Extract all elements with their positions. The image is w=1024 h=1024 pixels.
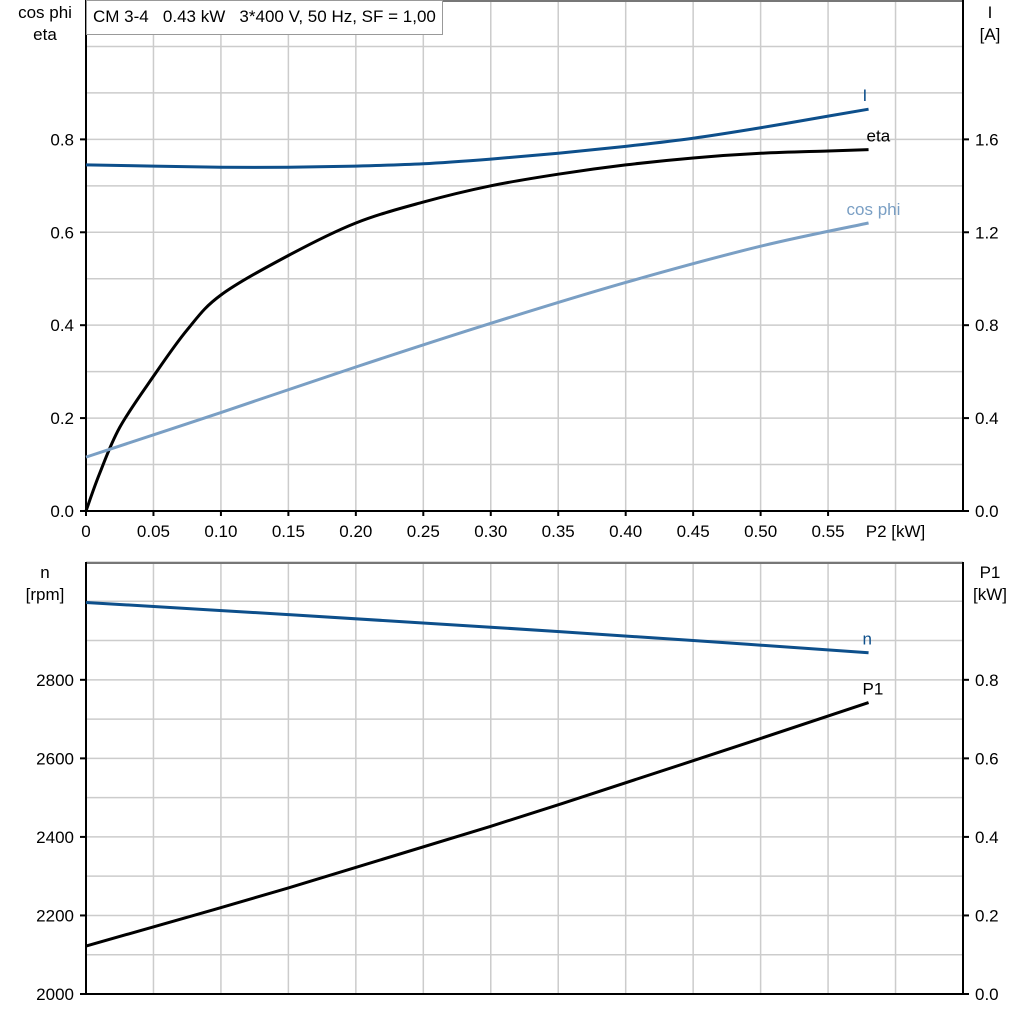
series-label-I: I [863, 86, 868, 105]
y-tick-label-left: 2600 [36, 749, 74, 768]
series-label-cos-phi: cos phi [847, 200, 901, 219]
y-tick-label-left: 2800 [36, 671, 74, 690]
y-tick-label-right: 0.4 [975, 828, 999, 847]
y-tick-label-right: 0.0 [975, 502, 999, 521]
y-tick-label-left: 0.0 [50, 502, 74, 521]
x-axis-label: P2 [kW] [866, 522, 926, 541]
x-tick-label: 0.30 [474, 522, 507, 541]
x-tick-label: 0.35 [542, 522, 575, 541]
series-line-eta [84, 148, 869, 512]
x-tick-label: 0.40 [609, 522, 642, 541]
series-line-I [85, 107, 869, 169]
chart-title: CM 3-4 0.43 kW 3*400 V, 50 Hz, SF = 1,00 [86, 0, 443, 35]
series-label-eta: eta [867, 127, 891, 146]
series-label-n: n [863, 630, 872, 649]
x-tick-label: 0.20 [339, 522, 372, 541]
y-tick-label-left: 2000 [36, 985, 74, 1004]
y-axis-label-right: I [988, 3, 993, 22]
y-tick-label-right: 0.8 [975, 316, 999, 335]
y-tick-label-right: 1.2 [975, 223, 999, 242]
x-tick-label: 0.45 [677, 522, 710, 541]
y-axis-label-left: n [40, 563, 49, 582]
y-tick-label-left: 0.6 [50, 223, 74, 242]
y-axis-label-right: [A] [980, 25, 1001, 44]
x-tick-label: 0.50 [744, 522, 777, 541]
y-tick-label-left: 0.2 [50, 409, 74, 428]
y-axis-label-left: [rpm] [26, 585, 65, 604]
series-label-P1: P1 [863, 680, 884, 699]
series-line-P1 [85, 701, 870, 948]
y-tick-label-right: 0.2 [975, 906, 999, 925]
y-tick-label-left: 0.8 [50, 130, 74, 149]
y-axis-label-left: cos phi [18, 3, 72, 22]
y-tick-label-right: 0.6 [975, 749, 999, 768]
y-tick-label-right: 0.4 [975, 409, 999, 428]
y-tick-label-left: 2200 [36, 906, 74, 925]
x-tick-label: 0 [81, 522, 90, 541]
x-tick-label: 0.15 [272, 522, 305, 541]
x-tick-label: 0.55 [812, 522, 845, 541]
y-tick-label-left: 2400 [36, 828, 74, 847]
x-tick-label: 0.25 [407, 522, 440, 541]
series-line-cos-phi [85, 221, 869, 459]
y-axis-label-left: eta [33, 25, 57, 44]
y-axis-label-right: [kW] [973, 585, 1007, 604]
x-tick-label: 0.10 [204, 522, 237, 541]
y-tick-label-right: 1.6 [975, 130, 999, 149]
y-tick-label-right: 0.8 [975, 671, 999, 690]
y-tick-label-right: 0.0 [975, 985, 999, 1004]
series-line-n [85, 600, 869, 655]
y-axis-label-right: P1 [980, 563, 1001, 582]
x-tick-label: 0.05 [137, 522, 170, 541]
y-tick-label-left: 0.4 [50, 316, 74, 335]
